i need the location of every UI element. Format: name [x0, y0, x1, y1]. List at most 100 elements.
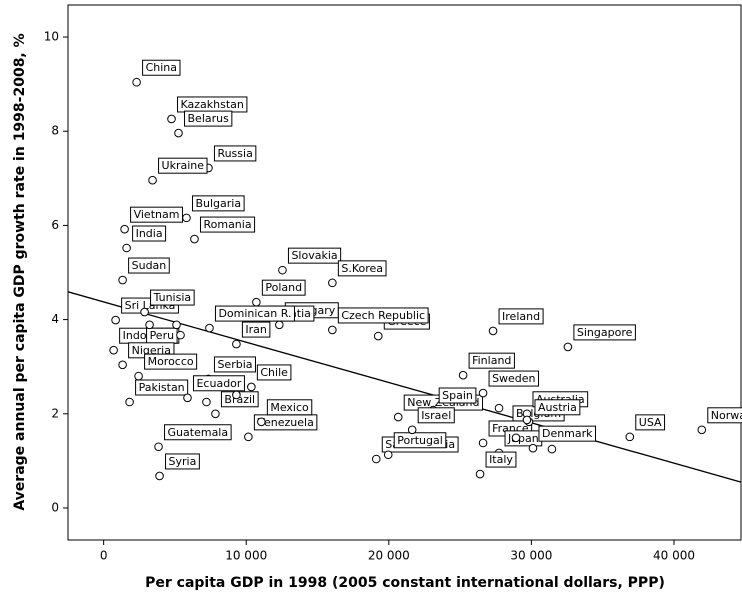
point-label: Vietnam	[130, 206, 183, 223]
label-box	[150, 289, 195, 306]
label-text: Ecuador	[196, 377, 241, 390]
label-text: Morocco	[148, 355, 194, 368]
data-point	[172, 320, 181, 330]
label-box	[261, 279, 306, 296]
point-label: Norway	[707, 407, 742, 424]
label-text: Peru	[150, 329, 175, 342]
label-text: S.Korea	[341, 262, 383, 275]
point-label: China	[142, 59, 181, 76]
data-point	[488, 326, 498, 336]
y-tick-label: 8	[51, 124, 59, 138]
x-tick-label: 30 000	[510, 549, 552, 563]
point-label: Mexico	[266, 399, 313, 416]
label-text: Tunisia	[153, 291, 192, 304]
point-label: USA	[635, 414, 666, 431]
point-label: Spain	[438, 387, 477, 404]
point-label: Brazil	[220, 391, 259, 408]
point-label: Serbia	[213, 356, 257, 373]
x-tick-label: 40 000	[653, 549, 695, 563]
label-text: Spain	[442, 389, 473, 402]
label-text: Kazakhstan	[181, 98, 244, 111]
point-label: Sudan	[128, 257, 170, 274]
point-label: Ukraine	[158, 157, 208, 174]
label-box	[213, 145, 257, 162]
point-label: Romania	[199, 216, 256, 233]
label-text: Vietnam	[134, 208, 180, 221]
label-box	[191, 195, 245, 212]
data-point	[174, 128, 183, 138]
point-label: Sweden	[488, 370, 540, 387]
label-text: Belarus	[188, 112, 230, 125]
label-box	[135, 379, 189, 396]
data-point	[697, 425, 707, 435]
label-text: Austria	[538, 401, 577, 414]
label-box	[337, 307, 429, 324]
data-point	[528, 443, 538, 453]
label-box	[707, 407, 742, 424]
point-label: Ecuador	[192, 375, 245, 392]
data-point	[478, 438, 488, 448]
point-label: Pakistan	[135, 379, 189, 396]
label-text: Singapore	[577, 326, 633, 339]
label-text: Russia	[217, 147, 252, 160]
point-label: Japan	[504, 430, 543, 447]
point-label: Iran	[241, 321, 271, 338]
label-text: Venezuela	[257, 416, 314, 429]
label-text: Syria	[169, 455, 197, 468]
point-label: Ireland	[498, 308, 544, 325]
plot-frame	[67, 4, 742, 541]
label-text: Bulgaria	[195, 197, 241, 210]
point-label: Kazakhstan	[177, 96, 248, 113]
label-box	[468, 352, 515, 369]
point-label: Austria	[534, 399, 581, 416]
label-text: Denmark	[542, 427, 593, 440]
data-point	[154, 442, 163, 452]
point-label: Russia	[213, 145, 257, 162]
point-label: Syria	[165, 453, 200, 470]
data-point	[244, 432, 253, 442]
point-label: Singapore	[573, 324, 636, 341]
data-point	[393, 412, 403, 422]
label-box	[287, 247, 342, 264]
data-point	[182, 213, 191, 223]
y-axis-title: Average annual per capita GDP growth rat…	[12, 33, 28, 510]
label-box	[220, 391, 259, 408]
label-text: Portugal	[397, 434, 443, 447]
point-label: Peru	[146, 327, 178, 344]
label-box	[199, 216, 256, 233]
point-label: Finland	[468, 352, 515, 369]
point-label: Belarus	[184, 110, 233, 127]
data-point	[522, 415, 532, 425]
data-point	[167, 114, 176, 124]
label-box	[142, 59, 181, 76]
label-text: Sweden	[492, 372, 535, 385]
data-point	[257, 417, 266, 427]
label-box	[130, 206, 183, 223]
label-box	[498, 308, 544, 325]
label-text: Sudan	[132, 259, 167, 272]
label-box	[144, 353, 198, 370]
label-text: USA	[639, 416, 662, 429]
data-point	[232, 390, 241, 400]
label-text: Dominican R.	[218, 307, 291, 320]
label-text: Guatemala	[168, 426, 229, 439]
data-point	[328, 278, 337, 288]
point-label: Portugal	[393, 432, 447, 449]
label-text: Ireland	[502, 310, 540, 323]
data-point	[205, 323, 214, 333]
point-label: Tunisia	[150, 289, 195, 306]
data-point	[625, 432, 635, 442]
y-tick-label: 0	[51, 500, 59, 514]
label-box	[184, 110, 233, 127]
label-text: Finland	[472, 354, 511, 367]
label-text: India	[136, 227, 163, 240]
label-box	[438, 387, 477, 404]
label-text: Mexico	[270, 401, 309, 414]
point-label: S.Korea	[337, 260, 387, 277]
data-point	[122, 243, 131, 253]
x-axis-title: Per capita GDP in 1998 (2005 constant in…	[145, 575, 665, 591]
data-point	[458, 370, 468, 380]
point-label: Bulgaria	[191, 195, 245, 212]
